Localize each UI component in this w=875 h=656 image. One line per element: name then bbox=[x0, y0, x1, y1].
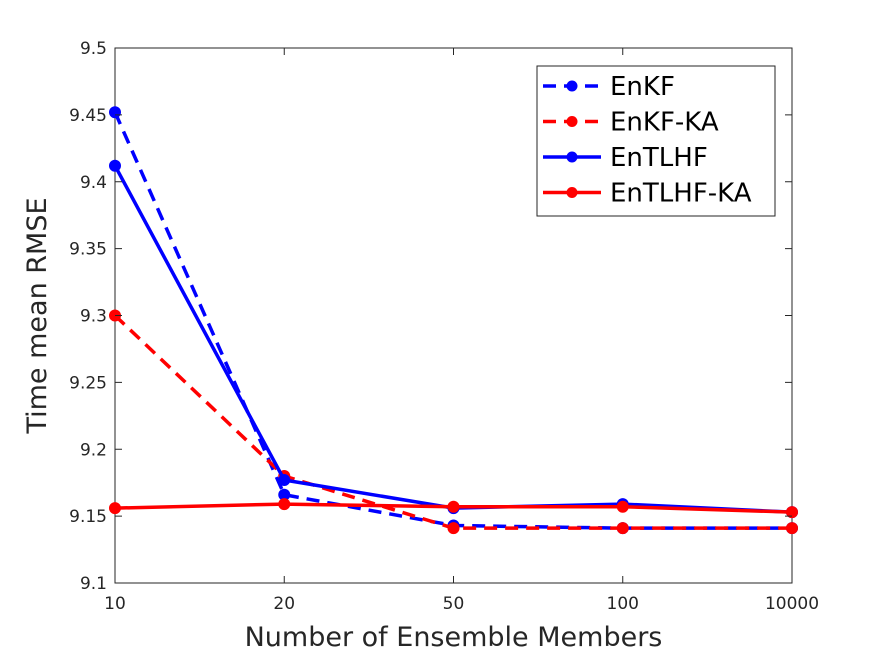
legend-marker bbox=[566, 116, 578, 127]
data-point bbox=[447, 522, 460, 535]
legend-item: EnKF bbox=[543, 72, 675, 102]
data-point bbox=[278, 474, 291, 487]
data-point bbox=[109, 159, 121, 172]
data-point bbox=[786, 506, 798, 519]
series-layer bbox=[109, 106, 798, 535]
data-point bbox=[616, 522, 629, 535]
legend-marker bbox=[566, 187, 578, 198]
x-tick-label: 20 bbox=[273, 594, 295, 614]
y-tick-label: 9.2 bbox=[80, 440, 107, 460]
data-point bbox=[447, 500, 460, 513]
y-axis-title: Time mean RMSE bbox=[22, 197, 53, 434]
data-point bbox=[278, 498, 291, 511]
y-tick-label: 9.1 bbox=[80, 574, 107, 594]
series-entlhf-ka bbox=[109, 498, 798, 519]
y-tick-label: 9.5 bbox=[80, 39, 107, 59]
legend-label: EnKF bbox=[610, 72, 675, 102]
y-tick-label: 9.15 bbox=[69, 507, 107, 527]
y-tick-label: 9.3 bbox=[80, 307, 107, 327]
y-tick-label: 9.25 bbox=[69, 373, 107, 393]
data-point bbox=[109, 502, 121, 515]
legend-item: EnTLHF-KA bbox=[543, 179, 752, 209]
legend-marker bbox=[566, 80, 578, 92]
x-tick-label: 10 bbox=[104, 594, 126, 614]
y-tick-label: 9.35 bbox=[69, 240, 107, 260]
data-point bbox=[786, 522, 798, 535]
x-axis-title: Number of Ensemble Members bbox=[245, 622, 663, 653]
data-point bbox=[616, 500, 629, 513]
data-point bbox=[109, 106, 121, 119]
legend-marker bbox=[566, 151, 578, 163]
legend-item: EnTLHF bbox=[543, 143, 708, 173]
legend-label: EnKF-KA bbox=[610, 108, 719, 138]
legend-label: EnTLHF bbox=[610, 143, 708, 173]
legend: EnKF EnKF-KA EnTLHF EnTLHF-KA bbox=[536, 65, 776, 217]
x-tick-label: 100 bbox=[607, 594, 639, 614]
y-tick-label: 9.45 bbox=[69, 106, 107, 126]
ticks-layer: 10 20 50 100 10000 9.1 9.15 9.2 9.25 9.3 9.35 9.4 9.… bbox=[69, 39, 819, 614]
y-tick-label: 9.4 bbox=[80, 173, 107, 193]
legend-item: EnKF-KA bbox=[543, 108, 719, 138]
x-tick-label: 50 bbox=[443, 594, 465, 614]
x-tick-label: 10000 bbox=[765, 594, 819, 614]
legend-label: EnTLHF-KA bbox=[610, 179, 752, 209]
